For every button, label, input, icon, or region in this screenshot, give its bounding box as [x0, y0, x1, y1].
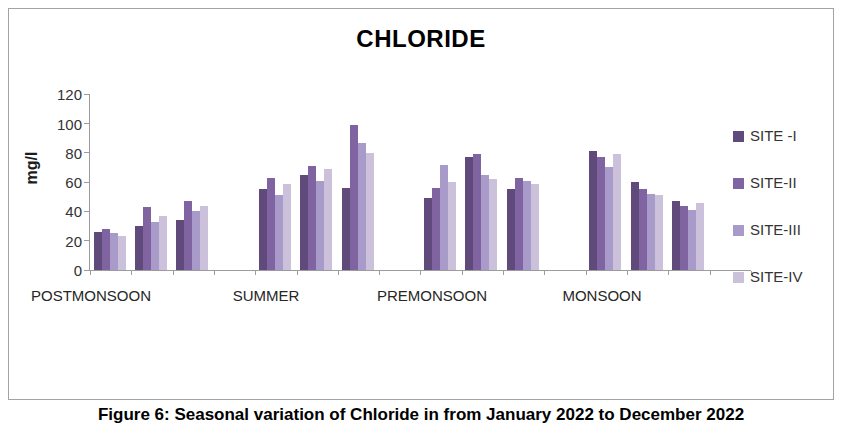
- y-tick-label: 60: [42, 175, 82, 190]
- bar-site-i-summer-m3: [342, 188, 350, 270]
- legend-item-site4: SITE-IV: [733, 268, 803, 282]
- bar-site-ii-monsoon-m2: [639, 189, 647, 270]
- bar-site-ii-postmonsoon-m3: [184, 201, 192, 270]
- bar-site-i-postmonsoon-m1: [94, 232, 102, 270]
- bar-site-ii-summer-m2: [308, 166, 316, 270]
- bar-site-i-monsoon-m3: [672, 201, 680, 270]
- bar-site-i-summer-m1: [259, 189, 267, 270]
- site4-swatch-icon: [733, 272, 744, 283]
- x-tick: [90, 271, 91, 275]
- bar-site-iii-postmonsoon-m2: [151, 222, 159, 270]
- x-tick: [379, 271, 380, 275]
- x-tick: [544, 271, 545, 275]
- category-label-monsoon: MONSOON: [527, 287, 677, 304]
- x-tick: [503, 271, 504, 275]
- category-label-summer: SUMMER: [191, 287, 341, 304]
- bar-site-iii-postmonsoon-m3: [192, 211, 200, 270]
- bar-site-ii-postmonsoon-m1: [102, 229, 110, 270]
- y-axis-label: mg/l: [23, 123, 43, 213]
- y-tick: [84, 240, 90, 241]
- y-tick-label: 100: [42, 117, 82, 132]
- bar-site-ii-summer-m1: [267, 178, 275, 270]
- bar-site-iv-premonsoon-m3: [531, 184, 539, 270]
- site2-swatch-icon: [733, 178, 744, 189]
- bar-site-iv-summer-m1: [283, 184, 291, 270]
- x-tick: [586, 271, 587, 275]
- x-tick: [668, 271, 669, 275]
- bar-site-i-monsoon-m1: [589, 151, 597, 270]
- bar-site-ii-monsoon-m1: [597, 157, 605, 270]
- legend-label-site1: SITE -I: [750, 127, 797, 144]
- y-tick-label: 20: [42, 234, 82, 249]
- bar-site-iii-premonsoon-m1: [440, 165, 448, 270]
- y-tick-label: 40: [42, 204, 82, 219]
- bar-site-iv-premonsoon-m2: [489, 179, 497, 270]
- bar-site-ii-postmonsoon-m2: [143, 207, 151, 270]
- legend-label-site4: SITE-IV: [750, 268, 803, 285]
- chart-title: CHLORIDE: [8, 25, 834, 53]
- legend-label-site3: SITE-III: [750, 221, 801, 238]
- category-label-postmonsoon: POSTMONSOON: [16, 287, 166, 304]
- legend-label-site2: SITE-II: [750, 174, 797, 191]
- bar-site-iv-postmonsoon-m1: [118, 236, 126, 270]
- bar-site-i-premonsoon-m2: [465, 157, 473, 270]
- bar-site-iii-monsoon-m2: [647, 194, 655, 270]
- bar-site-iii-summer-m1: [275, 195, 283, 270]
- y-tick: [84, 152, 90, 153]
- x-tick: [255, 271, 256, 275]
- bar-site-iv-summer-m3: [366, 153, 374, 270]
- bar-site-iv-monsoon-m1: [613, 154, 621, 270]
- bar-site-i-postmonsoon-m2: [135, 226, 143, 270]
- site1-swatch-icon: [733, 131, 744, 142]
- bar-site-i-postmonsoon-m3: [176, 220, 184, 270]
- figure-canvas: CHLORIDE mg/l 0 20 40 60 80 100 120 POSTMONSOON…: [0, 0, 842, 447]
- bar-site-iv-postmonsoon-m3: [200, 206, 208, 270]
- x-tick: [462, 271, 463, 275]
- y-tick: [84, 211, 90, 212]
- figure-caption: Figure 6: Seasonal variation of Chloride…: [0, 405, 842, 425]
- x-tick: [214, 271, 215, 275]
- y-tick-label: 0: [42, 263, 82, 278]
- legend-item-site1: SITE -I: [733, 127, 797, 141]
- x-tick: [131, 271, 132, 275]
- x-tick: [627, 271, 628, 275]
- bar-site-iii-premonsoon-m2: [481, 175, 489, 270]
- legend-item-site2: SITE-II: [733, 174, 797, 188]
- bar-site-i-premonsoon-m1: [424, 198, 432, 270]
- category-label-premonsoon: PREMONSOON: [357, 287, 507, 304]
- bar-site-iv-premonsoon-m1: [448, 182, 456, 270]
- bar-site-iii-postmonsoon-m1: [110, 233, 118, 270]
- y-tick: [84, 182, 90, 183]
- bar-site-iv-summer-m2: [324, 169, 332, 270]
- y-tick-label: 120: [42, 87, 82, 102]
- x-tick: [338, 271, 339, 275]
- y-tick: [84, 123, 90, 124]
- x-tick: [710, 271, 711, 275]
- bar-site-ii-premonsoon-m3: [515, 178, 523, 270]
- bar-site-iv-postmonsoon-m2: [159, 216, 167, 270]
- bar-site-ii-monsoon-m3: [680, 206, 688, 270]
- y-tick-label: 80: [42, 146, 82, 161]
- x-tick: [420, 271, 421, 275]
- bar-site-ii-premonsoon-m2: [473, 154, 481, 270]
- bar-site-iv-monsoon-m3: [696, 203, 704, 270]
- bar-site-iii-monsoon-m1: [605, 167, 613, 270]
- bar-site-ii-summer-m3: [350, 125, 358, 270]
- bar-site-iii-monsoon-m3: [688, 210, 696, 270]
- legend-item-site3: SITE-III: [733, 221, 801, 235]
- bar-site-iii-premonsoon-m3: [523, 181, 531, 270]
- bar-site-i-premonsoon-m3: [507, 189, 515, 270]
- bar-site-i-monsoon-m2: [631, 182, 639, 270]
- bar-site-ii-premonsoon-m1: [432, 188, 440, 270]
- x-tick: [297, 271, 298, 275]
- chart-frame: [8, 8, 834, 400]
- bar-site-iv-monsoon-m2: [655, 195, 663, 270]
- bar-site-iii-summer-m3: [358, 143, 366, 270]
- x-tick: [173, 271, 174, 275]
- y-tick: [84, 94, 90, 95]
- site3-swatch-icon: [733, 225, 744, 236]
- bar-site-iii-summer-m2: [316, 181, 324, 270]
- bar-site-i-summer-m2: [300, 175, 308, 270]
